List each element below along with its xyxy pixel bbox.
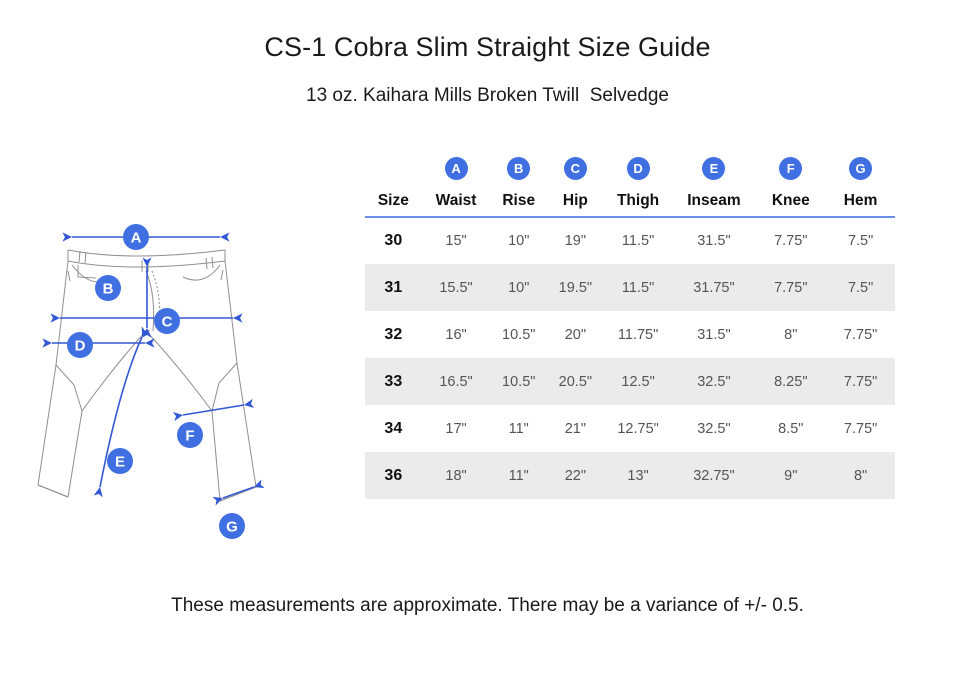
diagram-callout-a: A — [123, 224, 149, 250]
cell-rise: 10" — [508, 233, 530, 249]
cell-rise: 10" — [508, 279, 530, 296]
cell-hip: 19.5" — [558, 279, 593, 296]
cell-hip: 21" — [564, 420, 586, 437]
column-header-waist: Waist — [421, 186, 491, 218]
cell-thigh: 11.5" — [621, 233, 655, 249]
diagram-callout-f: F — [177, 422, 203, 448]
cell-hem: 7.5" — [847, 233, 874, 249]
badge-cell-rise: B — [490, 150, 547, 186]
cell-hem: 8" — [853, 467, 868, 484]
cell-size: 32 — [384, 325, 403, 343]
column-header-rise: Rise — [490, 186, 548, 218]
cell-hip: 19" — [564, 233, 586, 249]
table-header-row: Size Waist Rise Hip Thigh Inseam Knee He… — [365, 186, 895, 218]
column-header-size: Size — [365, 186, 422, 218]
cell-size: 31 — [384, 278, 403, 296]
cell-inseam: 31.75" — [693, 279, 735, 296]
badge-e-icon: E — [702, 156, 726, 180]
cell-inseam: 32.75" — [693, 467, 735, 484]
cell-knee: 9" — [784, 467, 798, 484]
cell-waist: 15" — [445, 233, 467, 249]
svg-text:B: B — [103, 281, 114, 298]
page-title: CS-1 Cobra Slim Straight Size Guide — [264, 32, 711, 62]
badge-cell-inseam: E — [672, 150, 755, 186]
diagram-callout-b: B — [95, 275, 121, 301]
cell-thigh: 12.75" — [617, 420, 659, 437]
cell-inseam: 31.5" — [697, 326, 731, 343]
column-header-inseam: Inseam — [672, 186, 756, 218]
cell-size: 34 — [384, 419, 403, 437]
table-row: 32 16" 10.5" 20" 11.75" 31.5" 8" 7.75" — [365, 311, 895, 358]
cell-knee: 7.75" — [774, 233, 808, 249]
disclaimer-note: These measurements are approximate. Ther… — [171, 595, 804, 616]
badge-c-icon: C — [563, 156, 587, 180]
diagram-callout-e: E — [107, 448, 133, 474]
cell-hem: 7.75" — [843, 420, 878, 437]
jeans-diagram: A B C D E F G — [20, 215, 290, 545]
badge-cell-hip: C — [547, 150, 604, 186]
column-header-hip: Hip — [547, 186, 604, 218]
cell-hem: 7.75" — [843, 326, 878, 343]
table-row: 30 15" 10" 19" 11.5" 31.5" 7.75" 7.5" — [365, 217, 895, 264]
cell-knee: 8.5" — [778, 420, 804, 437]
column-header-hem: Hem — [826, 186, 895, 218]
diagram-callout-d: D — [67, 332, 93, 358]
size-table: A B C D E F G — [365, 150, 895, 499]
badge-cell-thigh: D — [604, 150, 673, 186]
table-row: 33 16.5" 10.5" 20.5" 12.5" 32.5" 8.25" 7… — [365, 358, 895, 405]
cell-rise: 11" — [508, 467, 529, 484]
svg-text:D: D — [75, 338, 86, 355]
column-header-knee: Knee — [755, 186, 827, 218]
cell-thigh: 11.75" — [617, 326, 659, 343]
badge-a-icon: A — [444, 156, 468, 180]
svg-text:F: F — [185, 428, 194, 445]
cell-knee: 8" — [784, 326, 798, 343]
cell-size: 30 — [384, 232, 403, 249]
badge-f-icon: F — [779, 156, 803, 180]
cell-waist: 17" — [445, 420, 467, 437]
svg-text:C: C — [162, 314, 173, 331]
cell-size: 33 — [384, 372, 403, 390]
diagram-callout-c: C — [154, 308, 180, 334]
svg-text:E: E — [115, 454, 125, 471]
cell-waist: 15.5" — [439, 279, 473, 296]
cell-thigh: 11.5" — [621, 279, 655, 296]
cell-waist: 18" — [445, 467, 467, 484]
svg-text:G: G — [226, 519, 238, 536]
badge-b-icon: B — [507, 156, 531, 180]
cell-inseam: 31.5" — [697, 233, 731, 249]
table-row: 34 17" 11" 21" 12.75" 32.5" 8.5" 7.75" — [365, 405, 895, 452]
cell-rise: 10.5" — [502, 326, 536, 343]
cell-waist: 16.5" — [439, 373, 473, 390]
diagram-callout-g: G — [219, 513, 245, 539]
table-row: 31 15.5" 10" 19.5" 11.5" 31.75" 7.75" 7.… — [365, 264, 895, 311]
cell-hip: 20" — [564, 326, 586, 343]
cell-thigh: 13" — [627, 467, 649, 484]
cell-hip: 22" — [564, 467, 586, 484]
cell-thigh: 12.5" — [621, 373, 655, 390]
cell-knee: 8.25" — [774, 373, 808, 390]
column-header-thigh: Thigh — [603, 186, 673, 218]
cell-hem: 7.5" — [847, 279, 874, 296]
badge-d-icon: D — [626, 156, 650, 180]
cell-waist: 16" — [445, 326, 467, 343]
cell-knee: 7.75" — [774, 279, 808, 296]
badge-cell-waist: A — [422, 150, 491, 186]
page-subtitle: 13 oz. Kaihara Mills Broken Twill Selved… — [306, 85, 669, 106]
table-row: 36 18" 11" 22" 13" 32.75" 9" 8" — [365, 452, 895, 499]
cell-rise: 10.5" — [502, 373, 536, 390]
badge-cell-knee: F — [755, 150, 826, 186]
cell-size: 36 — [384, 466, 403, 484]
size-chart: A B C D E F G — [365, 150, 895, 499]
badge-cell-hem: G — [826, 150, 895, 186]
badge-g-icon: G — [849, 156, 873, 180]
table-badge-row: A B C D E F G — [365, 150, 895, 186]
cell-rise: 11" — [508, 420, 529, 437]
cell-inseam: 32.5" — [697, 420, 731, 437]
svg-text:A: A — [131, 230, 142, 247]
badge-cell-size — [365, 150, 422, 186]
cell-inseam: 32.5" — [697, 373, 731, 390]
cell-hip: 20.5" — [558, 373, 593, 390]
cell-hem: 7.75" — [843, 373, 878, 390]
